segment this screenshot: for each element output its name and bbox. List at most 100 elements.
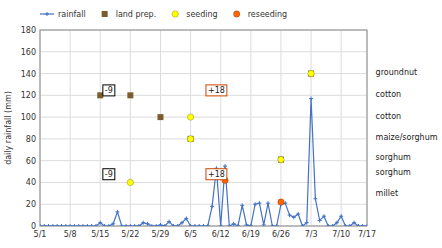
series-1	[97, 71, 314, 163]
line-marker	[154, 224, 158, 226]
line-marker	[115, 210, 119, 214]
legend-swatch	[102, 11, 108, 17]
line-marker	[94, 224, 98, 226]
y-grid-line	[40, 204, 367, 205]
y-grid-line	[40, 182, 367, 183]
x-tick-label: 5/22	[121, 230, 139, 239]
y-tick-label: 140	[21, 70, 36, 79]
legend-label: rainfall	[58, 10, 86, 19]
x-tick-label: 5/8	[64, 230, 77, 239]
scatter-point	[127, 92, 133, 98]
plot-frame	[40, 30, 367, 226]
line-marker	[42, 224, 46, 226]
line-marker	[210, 204, 214, 208]
line-marker	[133, 224, 137, 226]
legend-item: seeding	[172, 10, 218, 19]
line-marker	[64, 224, 68, 226]
line-marker	[40, 224, 42, 226]
line-marker	[270, 224, 274, 226]
line-marker	[275, 224, 279, 226]
line-marker	[365, 224, 367, 226]
line-marker	[339, 214, 343, 218]
line-marker	[292, 215, 296, 219]
line-marker	[232, 222, 236, 226]
annotation: +18	[208, 170, 225, 179]
crop-label: cotton	[376, 112, 402, 121]
x-tick-label: 7/17	[358, 230, 376, 239]
line-marker	[288, 213, 292, 217]
line-marker	[223, 164, 227, 168]
series-0	[40, 97, 367, 226]
legend-item: reseeding	[233, 10, 287, 19]
x-tick-label: 7/10	[332, 230, 350, 239]
line-marker	[137, 224, 141, 226]
line-marker	[171, 224, 175, 226]
line-marker	[318, 219, 322, 223]
annotation: +18	[208, 86, 225, 95]
line-marker	[361, 224, 365, 226]
line-marker	[90, 224, 94, 226]
x-tick-label: 5/1	[34, 230, 47, 239]
scatter-point	[278, 157, 284, 163]
scatter-point	[127, 179, 133, 185]
grid	[40, 30, 367, 226]
line-marker	[47, 224, 51, 226]
x-tick-label: 5/15	[91, 230, 109, 239]
x-grid-line	[341, 30, 342, 226]
y-grid-line	[40, 160, 367, 161]
y-grid-line	[40, 117, 367, 118]
scatter-point	[97, 92, 103, 98]
x-tick-label: 6/19	[242, 230, 260, 239]
scatter-point	[308, 70, 314, 76]
line-marker	[124, 224, 128, 226]
line-marker	[128, 224, 132, 226]
legend-swatch	[233, 11, 239, 17]
y-tick-label: 180	[21, 26, 36, 35]
line-marker	[141, 221, 145, 225]
line-marker	[180, 221, 184, 225]
line-marker	[167, 220, 171, 224]
annotation-box	[206, 85, 227, 96]
y-tick-label: 40	[26, 178, 36, 187]
line-marker	[249, 224, 253, 226]
annotation-box	[103, 85, 115, 96]
line-marker	[331, 224, 335, 226]
line-marker	[163, 224, 167, 226]
y-axis-label: daily rainfall (mm)	[4, 91, 13, 165]
y-tick-label: 60	[26, 157, 36, 166]
scatter-point	[308, 71, 314, 77]
line-marker	[176, 224, 180, 226]
line-marker	[266, 201, 270, 205]
y-tick-label: 100	[21, 113, 36, 122]
annotation-box	[103, 169, 115, 180]
line-marker	[326, 224, 330, 226]
line-marker	[348, 224, 352, 226]
chart: 0204060801001201401601805/15/85/155/225/…	[0, 0, 442, 248]
legend-swatch	[172, 11, 178, 17]
line-marker	[322, 214, 326, 218]
y-grid-line	[40, 138, 367, 139]
line-marker	[85, 224, 89, 226]
line-marker	[81, 224, 85, 226]
line-marker	[68, 224, 72, 226]
line-marker	[262, 223, 266, 226]
x-grid-line	[190, 30, 191, 226]
line-marker	[356, 224, 360, 226]
crop-label: sorghum	[376, 168, 411, 177]
x-grid-line	[311, 30, 312, 226]
line-marker	[189, 224, 193, 226]
line-marker	[197, 224, 201, 226]
annotation: -9	[105, 86, 113, 95]
line-marker	[202, 224, 206, 226]
x-grid-line	[70, 30, 71, 226]
line-marker	[51, 224, 55, 226]
y-tick-label: 160	[21, 48, 36, 57]
line-marker	[236, 224, 240, 226]
x-tick-label: 6/12	[212, 230, 230, 239]
line-marker	[158, 223, 162, 226]
x-grid-line	[280, 30, 281, 226]
line-marker	[206, 224, 210, 226]
line-marker	[98, 221, 102, 225]
y-tick-label: 80	[26, 135, 36, 144]
scatter-point	[188, 136, 194, 142]
